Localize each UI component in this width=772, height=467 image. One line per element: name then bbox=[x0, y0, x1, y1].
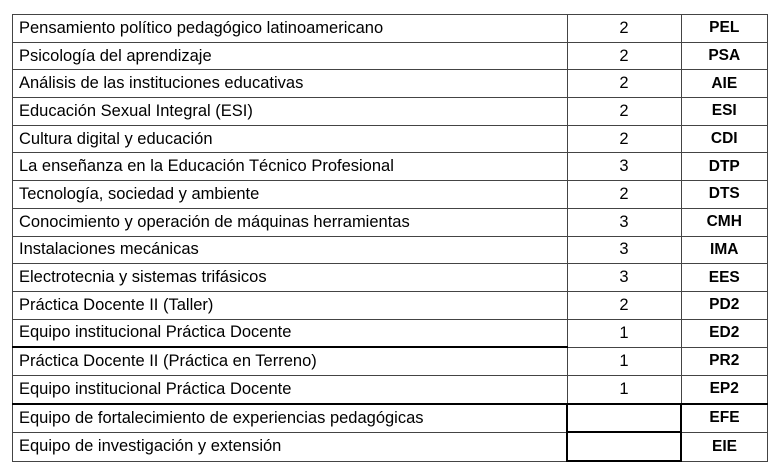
subject-name: Equipo de investigación y extensión bbox=[12, 431, 568, 462]
table-row: Práctica Docente II (Práctica en Terreno… bbox=[12, 346, 768, 376]
subject-hours: 2 bbox=[566, 97, 682, 126]
subject-code: DTS bbox=[680, 180, 768, 209]
subject-name: Práctica Docente II (Práctica en Terreno… bbox=[12, 346, 568, 376]
subject-name: Educación Sexual Integral (ESI) bbox=[12, 97, 568, 126]
subject-hours: 3 bbox=[566, 235, 682, 265]
subject-name: Análisis de las instituciones educativas bbox=[12, 69, 568, 99]
subject-hours: 2 bbox=[566, 180, 682, 209]
subject-code: PEL bbox=[680, 14, 768, 43]
subject-code: ESI bbox=[680, 97, 768, 126]
subject-hours: 2 bbox=[566, 14, 682, 43]
subject-hours: 2 bbox=[566, 290, 682, 320]
subject-name: La enseñanza en la Educación Técnico Pro… bbox=[12, 152, 568, 182]
subject-name: Equipo institucional Práctica Docente bbox=[12, 318, 568, 349]
table-row: Equipo institucional Práctica Docente 1 ED… bbox=[12, 318, 768, 349]
subject-code: CMH bbox=[680, 207, 768, 237]
subject-code: DTP bbox=[680, 152, 768, 182]
table-row: Educación Sexual Integral (ESI) 2 ESI bbox=[12, 97, 768, 126]
subject-name: Conocimiento y operación de máquinas her… bbox=[12, 207, 568, 237]
subject-name: Equipo institucional Práctica Docente bbox=[12, 374, 568, 405]
table-row: Análisis de las instituciones educativas… bbox=[12, 69, 768, 99]
subject-code: PR2 bbox=[680, 346, 768, 376]
subject-code: AIE bbox=[680, 69, 768, 99]
subject-code: PD2 bbox=[680, 290, 768, 320]
subject-name: Pensamiento político pedagógico latinoam… bbox=[12, 14, 568, 43]
subjects-table: Pensamiento político pedagógico latinoam… bbox=[12, 14, 768, 462]
table-row: Tecnología, sociedad y ambiente 2 DTS bbox=[12, 180, 768, 209]
table-row: Pensamiento político pedagógico latinoam… bbox=[12, 14, 768, 43]
table-row: Conocimiento y operación de máquinas her… bbox=[12, 207, 768, 237]
table-row: Equipo de fortalecimiento de experiencia… bbox=[12, 402, 768, 434]
subject-name: Psicología del aprendizaje bbox=[12, 41, 568, 71]
subject-name: Electrotecnia y sistemas trifásicos bbox=[12, 263, 568, 292]
subject-name: Cultura digital y educación bbox=[12, 124, 568, 154]
subject-code: CDI bbox=[680, 124, 768, 154]
subject-code: EP2 bbox=[680, 374, 768, 405]
subject-name: Equipo de fortalecimiento de experiencia… bbox=[12, 403, 568, 433]
subject-code: EFE bbox=[680, 403, 768, 433]
subject-name: Instalaciones mecánicas bbox=[12, 235, 568, 265]
table-row: Electrotecnia y sistemas trifásicos 3 EES bbox=[12, 263, 768, 292]
subject-hours: 1 bbox=[566, 374, 682, 405]
subject-hours: 3 bbox=[566, 207, 682, 237]
subject-hours: 2 bbox=[566, 69, 682, 99]
table-row: Instalaciones mecánicas 3 IMA bbox=[12, 235, 768, 265]
subject-hours bbox=[566, 431, 682, 462]
subject-name: Tecnología, sociedad y ambiente bbox=[12, 180, 568, 209]
subject-code: EES bbox=[680, 263, 768, 292]
subject-code: PSA bbox=[680, 41, 768, 71]
subject-name: Práctica Docente II (Taller) bbox=[12, 290, 568, 320]
table-row: Práctica Docente II (Taller) 2 PD2 bbox=[12, 290, 768, 320]
subject-hours: 1 bbox=[566, 346, 682, 376]
subject-code: IMA bbox=[680, 235, 768, 265]
table-row: Equipo institucional Práctica Docente 1 EP… bbox=[12, 374, 768, 405]
subject-hours bbox=[566, 402, 682, 434]
subject-code: ED2 bbox=[680, 318, 768, 348]
table-row: Equipo de investigación y extensión EIE bbox=[12, 431, 768, 462]
subject-hours: 2 bbox=[566, 124, 682, 154]
table-row: La enseñanza en la Educación Técnico Pro… bbox=[12, 152, 768, 182]
subject-hours: 2 bbox=[566, 41, 682, 71]
table-row: Cultura digital y educación 2 CDI bbox=[12, 124, 768, 154]
subject-hours: 3 bbox=[566, 152, 682, 182]
subject-code: EIE bbox=[680, 431, 768, 462]
table-row: Psicología del aprendizaje 2 PSA bbox=[12, 41, 768, 71]
subject-hours: 3 bbox=[566, 263, 682, 292]
subject-hours: 1 bbox=[566, 318, 682, 348]
